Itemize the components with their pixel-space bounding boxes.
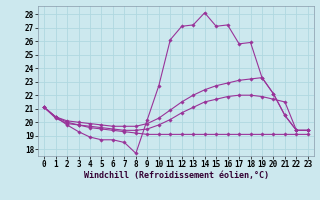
X-axis label: Windchill (Refroidissement éolien,°C): Windchill (Refroidissement éolien,°C) [84,171,268,180]
